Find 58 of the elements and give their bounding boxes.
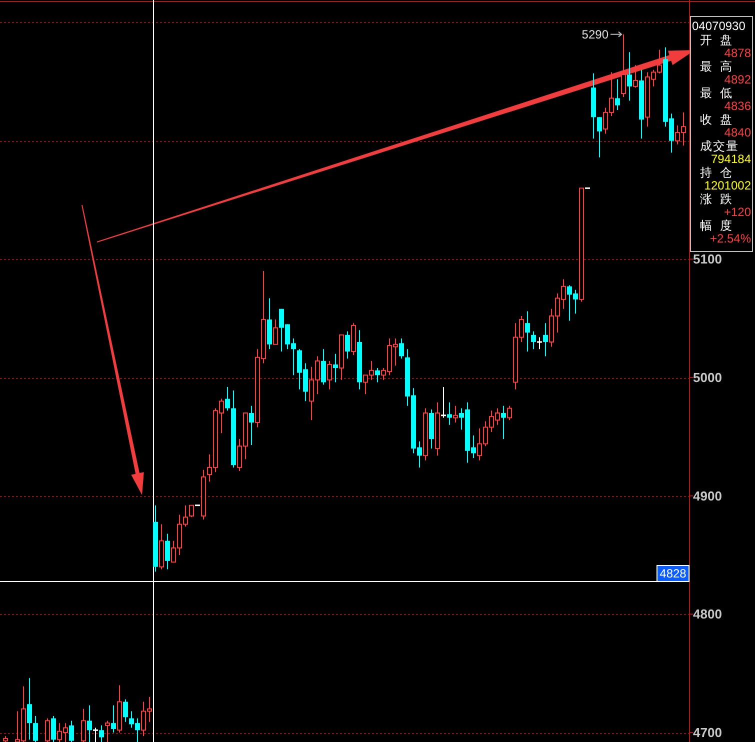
candlestick [45, 718, 50, 742]
candlestick [627, 52, 632, 102]
candlestick [447, 402, 452, 426]
candlestick [531, 330, 536, 350]
text: 幅度 [700, 218, 740, 233]
candlestick [123, 698, 128, 722]
candlestick [51, 715, 56, 742]
text: 04070930 [692, 19, 746, 34]
text: 开盘 [700, 33, 740, 48]
candlestick [615, 78, 620, 111]
candlestick [375, 368, 380, 383]
candlestick [507, 405, 512, 421]
candlestick [333, 353, 338, 383]
candlestick [111, 704, 116, 734]
candlestick [543, 322, 548, 357]
y-tick-label: 5100 [693, 252, 722, 267]
text: 涨跌 [700, 192, 740, 206]
text: 收盘 [700, 112, 740, 127]
candlestick [225, 386, 230, 412]
candlestick [633, 64, 638, 88]
text: 持仓 [700, 166, 740, 180]
candlestick [597, 116, 602, 158]
candlestick [621, 34, 626, 98]
candlestick [525, 310, 530, 352]
candlestick [249, 405, 254, 446]
text: 4836 [724, 99, 752, 114]
text: +120 [724, 205, 752, 220]
y-tick-label: 5000 [693, 370, 722, 386]
text: +2.54% [710, 232, 752, 246]
candlestick [321, 348, 326, 386]
y-tick-label: 4700 [693, 725, 722, 740]
candlestick [81, 708, 86, 742]
text: 4878 [724, 46, 752, 60]
candlestick [33, 715, 38, 742]
y-tick-label: 4800 [693, 606, 722, 622]
candlestick [399, 338, 404, 360]
candlestick [87, 704, 92, 742]
candlestick [69, 720, 74, 742]
text: 最低 [700, 86, 740, 100]
candlestick [105, 720, 110, 742]
text: 4892 [724, 72, 752, 87]
candlestick [189, 504, 194, 518]
candlestick [165, 533, 170, 570]
ref-line-label: 4828 [660, 566, 687, 581]
text: 4840 [724, 126, 752, 140]
candlestick [273, 319, 278, 345]
candlestick [501, 405, 506, 440]
candlestick [27, 678, 32, 740]
text: 最高 [700, 60, 740, 74]
candlestick [99, 724, 104, 742]
text: 成交量 [700, 139, 739, 154]
text: 794184 [710, 152, 752, 166]
annotation: 5290 [582, 28, 609, 42]
candlestick [453, 405, 458, 423]
text: 1201002 [704, 178, 752, 193]
candlestick [327, 360, 332, 390]
y-tick-label: 4900 [693, 488, 722, 504]
candlestick [345, 330, 350, 360]
